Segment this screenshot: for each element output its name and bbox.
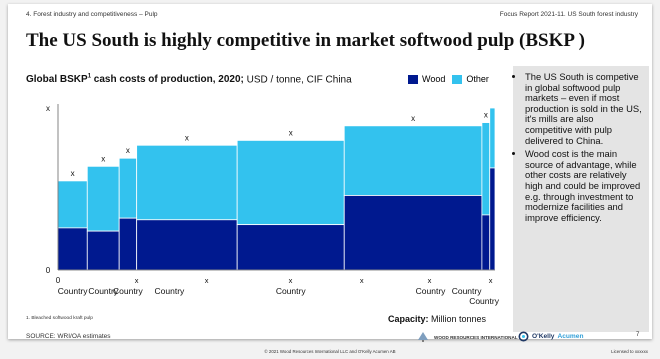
country-label: Country [416,286,447,296]
country-label: Country [88,286,119,296]
bar-other-segment [86,165,120,232]
footnote: 1. Bleached softwood kraft pulp [26,316,93,321]
okelly-logo-name: O'Kelly [532,333,555,340]
chart-title: Global BSKP1 cash costs of production, 2… [26,74,352,85]
bar-wood-segment [481,214,491,271]
country-label: Country [452,286,483,296]
y-axis-zero-label: 0 [46,266,51,275]
header-section-label: 4. Forest industry and competitiveness –… [26,11,158,18]
takeaway-bullet: The US South is competive in global soft… [525,71,643,146]
okelly-logo: O'Kelly Acumen [518,331,583,342]
bar-other-segment [343,125,483,196]
bar-wood-segment [86,230,120,271]
bar-value-label: x [185,133,189,142]
legend-label-wood: Wood [422,74,446,84]
country-label: Country [276,286,307,296]
y-axis-tick-label: x [46,104,50,113]
x-axis-tick-label: x [205,276,209,285]
bar-other-segment [489,107,496,169]
country-label: Country [113,286,144,296]
slide: 4. Forest industry and competitiveness –… [8,4,652,342]
source-note: SOURCE: WRI/OA estimates [26,333,111,340]
chart-title-bold-tail: cash costs of production, 2020; [91,74,244,86]
bar-other-segment [57,180,88,229]
header-report-label: Focus Report 2021-11. US South forest in… [499,11,638,18]
x-axis-tick-label: x [135,276,139,285]
bar-wood-segment [118,217,138,271]
bar-wood-segment [57,227,88,271]
bar-value-label: x [71,169,75,178]
legend-swatch-wood [408,74,418,84]
bar-wood-segment [136,219,238,271]
chart-legend: Wood Other [408,74,489,84]
x-axis-zero-label: 0 [56,276,61,285]
chart-title-bold: Global BSKP [26,74,88,86]
x-axis-tick-label: x [489,276,493,285]
takeaway-bullet: Wood cost is the main source of advantag… [525,148,643,223]
okelly-logo-acumen: Acumen [557,333,584,340]
slide-title: The US South is highly competitive in ma… [26,30,585,51]
key-takeaways-panel: The US South is competive in global soft… [513,66,649,332]
x-axis-tick-label: x [360,276,364,285]
bar-other-segment [236,140,345,226]
copyright: © 2021 Wood Resources International LLC … [264,349,396,354]
country-label: Country [58,286,89,296]
bar-value-label: x [126,146,130,155]
bar-value-label: x [101,154,105,163]
x-axis-tick-label: x [289,276,293,285]
bar-value-label: x [484,111,488,120]
bar-other-segment [136,144,238,221]
tree-icon [418,332,428,342]
x-axis-tick-label: x [428,276,432,285]
x-axis-title: Capacity: Million tonnes [388,314,486,324]
bar-other-segment [481,122,491,216]
bar-value-label: x [289,128,293,137]
bar-wood-segment [236,224,345,271]
bar-other-segment [118,157,138,219]
x-axis-title-units: Million tonnes [428,314,487,324]
okelly-ring-icon [518,331,529,342]
page-number: 7 [636,332,640,338]
x-axis-title-bold: Capacity: [388,314,429,324]
legend-label-other: Other [466,74,489,84]
license-note: Licensed to xxxxxx [611,349,648,354]
country-label: Country [155,286,186,296]
bar-value-label: x [411,114,415,123]
chart-title-units: USD / tonne, CIF China [243,74,352,86]
wri-logo-text: WOOD RESOURCES INTERNATIONAL [434,334,518,340]
wri-logo: WOOD RESOURCES INTERNATIONAL [416,332,518,342]
bar-wood-segment [489,167,496,271]
chart-title-footnote-marker: 1 [87,74,92,80]
country-label: Country [469,296,500,306]
legend-swatch-other [452,74,463,84]
bar-wood-segment [343,195,483,271]
